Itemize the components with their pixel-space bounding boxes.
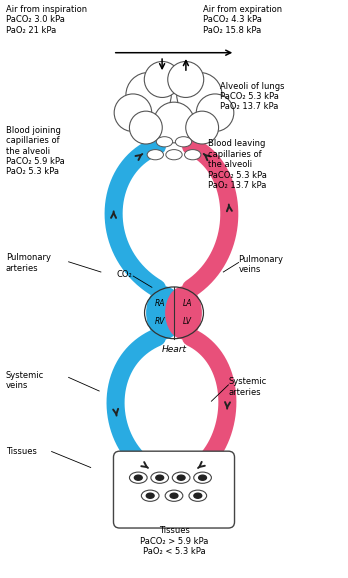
Circle shape — [114, 94, 152, 131]
Text: Blood joining
capillaries of
the alveoli
PaCO₂ 5.9 kPa
PaO₂ 5.3 kPa: Blood joining capillaries of the alveoli… — [6, 126, 64, 176]
Ellipse shape — [166, 150, 182, 160]
Circle shape — [186, 111, 219, 144]
Ellipse shape — [170, 493, 178, 498]
Ellipse shape — [147, 150, 164, 160]
Ellipse shape — [184, 150, 201, 160]
Text: Air from inspiration
PaCO₂ 3.0 kPa
PaO₂ 21 kPa: Air from inspiration PaCO₂ 3.0 kPa PaO₂ … — [6, 5, 87, 35]
Ellipse shape — [175, 136, 192, 147]
Ellipse shape — [199, 475, 206, 480]
Text: LV: LV — [183, 317, 192, 327]
Ellipse shape — [146, 493, 154, 498]
Text: Air from expiration
PaCO₂ 4.3 kPa
PaO₂ 15.8 kPa: Air from expiration PaCO₂ 4.3 kPa PaO₂ 1… — [203, 5, 282, 35]
Text: Systemic
arteries: Systemic arteries — [228, 377, 267, 397]
Ellipse shape — [134, 475, 142, 480]
Ellipse shape — [194, 472, 211, 483]
Text: Tissues
PaCO₂ > 5.9 kPa
PaO₂ < 5.3 kPa: Tissues PaCO₂ > 5.9 kPa PaO₂ < 5.3 kPa — [140, 527, 208, 556]
Circle shape — [168, 61, 204, 98]
Text: Systemic
veins: Systemic veins — [6, 370, 44, 390]
Text: Pulmonary
veins: Pulmonary veins — [239, 255, 284, 275]
Text: Tissues: Tissues — [6, 447, 37, 456]
Ellipse shape — [156, 136, 173, 147]
Circle shape — [196, 94, 234, 131]
Ellipse shape — [141, 490, 159, 501]
Text: Blood leaving
capillaries of
the alveoli
PaCO₂ 5.3 kPa
PaO₂ 13.7 kPa: Blood leaving capillaries of the alveoli… — [208, 139, 267, 190]
Ellipse shape — [151, 472, 168, 483]
Ellipse shape — [147, 287, 182, 339]
Ellipse shape — [172, 472, 190, 483]
Circle shape — [129, 111, 162, 144]
Text: RV: RV — [155, 317, 166, 327]
Ellipse shape — [165, 490, 183, 501]
Ellipse shape — [129, 472, 147, 483]
Text: Alveoli of lungs
PaCO₂ 5.3 kPa
PaO₂ 13.7 kPa: Alveoli of lungs PaCO₂ 5.3 kPa PaO₂ 13.7… — [220, 81, 284, 112]
Text: Heart: Heart — [161, 345, 187, 354]
Ellipse shape — [156, 475, 164, 480]
Text: LA: LA — [183, 299, 192, 308]
Circle shape — [154, 102, 194, 143]
Circle shape — [144, 61, 180, 98]
Ellipse shape — [194, 493, 202, 498]
Text: RA: RA — [155, 299, 166, 308]
Circle shape — [126, 72, 171, 118]
Text: CO₂: CO₂ — [116, 271, 132, 279]
Circle shape — [146, 75, 202, 131]
Ellipse shape — [177, 475, 185, 480]
Ellipse shape — [166, 287, 201, 339]
Ellipse shape — [189, 490, 207, 501]
FancyBboxPatch shape — [113, 451, 235, 528]
Circle shape — [177, 72, 222, 118]
Text: Pulmonary
arteries: Pulmonary arteries — [6, 253, 51, 273]
